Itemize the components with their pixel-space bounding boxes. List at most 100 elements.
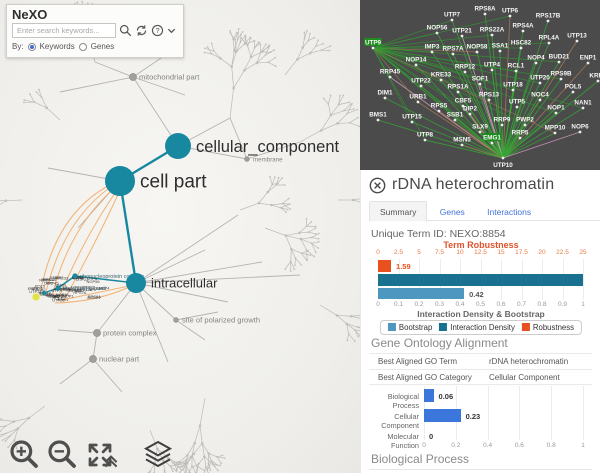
gene-label[interactable]: SOF1 — [472, 76, 489, 83]
gene-node[interactable] — [498, 49, 502, 53]
reset-icon[interactable] — [135, 24, 148, 37]
gene-label[interactable]: NOP56 — [427, 25, 448, 32]
gene-label[interactable]: HSC82 — [511, 40, 532, 47]
gene-node[interactable] — [571, 90, 575, 94]
gene-node[interactable] — [553, 131, 557, 135]
gene-label[interactable]: UTP21 — [452, 28, 472, 35]
help-icon[interactable]: ? — [151, 24, 164, 37]
gene-node[interactable] — [575, 39, 579, 43]
gene-label[interactable]: RPS8A — [475, 6, 496, 13]
gene-label[interactable]: DIP2 — [463, 106, 477, 113]
gene-node[interactable] — [518, 136, 522, 140]
gene-node[interactable] — [371, 46, 375, 50]
gene-label[interactable]: DIM1 — [377, 90, 393, 97]
term-node[interactable] — [129, 73, 137, 81]
gene-label[interactable]: UTP6 — [502, 8, 519, 15]
gene-node[interactable] — [596, 79, 600, 83]
gene-node[interactable] — [388, 75, 392, 79]
gene-node[interactable] — [423, 138, 427, 142]
gene-node[interactable] — [416, 100, 420, 104]
gene-node[interactable] — [500, 123, 504, 127]
gene-node[interactable] — [461, 104, 465, 108]
gene-node[interactable] — [376, 118, 380, 122]
gene-label[interactable]: RPS5 — [431, 103, 448, 110]
gene-node[interactable] — [460, 34, 464, 38]
tab-interactions[interactable]: Interactions — [487, 207, 532, 217]
gene-label[interactable]: RPS9B — [551, 71, 572, 78]
gene-node[interactable] — [487, 98, 491, 102]
gene-node[interactable] — [538, 81, 542, 85]
gene-network-canvas[interactable]: UTP9 UTP7 RPS8A UTP6 RPS17B NOP56 UTP21 RPS22A R… — [360, 0, 600, 170]
gene-label[interactable]: RRP12 — [455, 64, 476, 71]
gene-label[interactable]: URB1 — [409, 94, 427, 101]
gene-node[interactable] — [534, 61, 538, 65]
gene-label[interactable]: RRP5 — [512, 130, 529, 137]
gene-label[interactable]: UTP8 — [417, 132, 434, 139]
gene-node[interactable] — [523, 123, 527, 127]
gene-node[interactable] — [586, 61, 590, 65]
gene-label[interactable]: UTP13 — [567, 33, 587, 40]
gene-label[interactable]: NOP4 — [527, 55, 545, 62]
gene-label[interactable]: NAN1 — [574, 100, 592, 107]
gene-node[interactable] — [581, 106, 585, 110]
gene-label[interactable]: NOP6 — [571, 124, 589, 131]
term-node[interactable] — [89, 355, 97, 363]
selected-term-node[interactable] — [105, 166, 135, 196]
gene-node[interactable] — [508, 14, 512, 18]
gene-node[interactable] — [501, 156, 505, 160]
gene-node[interactable] — [578, 130, 582, 134]
gene-label[interactable]: UTP10 — [493, 162, 513, 169]
gene-label[interactable]: RCL1 — [508, 63, 525, 70]
term-node[interactable] — [93, 329, 101, 337]
term-node[interactable] — [173, 317, 179, 323]
radio-keywords[interactable] — [27, 42, 36, 51]
tab-genes[interactable]: Genes — [439, 207, 465, 217]
layers-icon[interactable] — [142, 438, 174, 470]
gene-label[interactable]: UTP7 — [444, 12, 461, 19]
gene-label[interactable]: SSB1 — [447, 112, 464, 119]
gene-label[interactable]: UTP9 — [365, 40, 382, 47]
gene-label[interactable]: RPS17B — [536, 13, 561, 20]
gene-node[interactable] — [519, 46, 523, 50]
gene-label[interactable]: BUD21 — [549, 54, 570, 61]
selected-term-node[interactable] — [165, 133, 191, 159]
gene-node[interactable] — [554, 111, 558, 115]
gene-label[interactable]: NOP14 — [406, 57, 427, 64]
gene-node[interactable] — [538, 98, 542, 102]
gene-node[interactable] — [515, 105, 519, 109]
gene-label[interactable]: RRP9 — [494, 117, 511, 124]
gene-node[interactable] — [460, 143, 464, 147]
gene-label[interactable]: RPS7A — [443, 46, 464, 53]
gene-label[interactable]: RPS4A — [513, 23, 534, 30]
gene-node[interactable] — [463, 70, 467, 74]
gene-label[interactable]: RPS13 — [479, 92, 499, 99]
gene-node[interactable] — [490, 33, 494, 37]
gene-node[interactable] — [559, 77, 563, 81]
gene-label[interactable]: SSA1 — [492, 43, 509, 50]
zoom-in-icon[interactable] — [8, 438, 40, 470]
gene-label[interactable]: ENP1 — [580, 55, 597, 62]
gene-node[interactable] — [453, 118, 457, 122]
zoom-out-icon[interactable] — [46, 438, 78, 470]
close-icon[interactable] — [369, 177, 386, 194]
gene-label[interactable]: NOP1 — [547, 105, 565, 112]
gene-label[interactable]: RPL4A — [539, 35, 560, 42]
gene-node[interactable] — [475, 50, 479, 54]
gene-label[interactable]: PWP2 — [516, 117, 534, 124]
gene-node[interactable] — [483, 12, 487, 16]
gene-node[interactable] — [521, 29, 525, 33]
tab-summary[interactable]: Summary — [369, 201, 428, 222]
gene-node[interactable] — [451, 52, 455, 56]
gene-label[interactable]: RRP45 — [380, 69, 401, 76]
collapse-chevron-icon[interactable] — [167, 26, 176, 35]
selected-term-node[interactable] — [126, 273, 146, 293]
gene-label[interactable]: MPP10 — [545, 125, 566, 132]
gene-label[interactable]: UTP22 — [411, 78, 431, 85]
gene-node[interactable] — [468, 112, 472, 116]
gene-label[interactable]: NOP58 — [467, 44, 488, 51]
jump-icon[interactable] — [102, 452, 120, 470]
gene-label[interactable]: SLX9 — [472, 124, 488, 131]
gene-label[interactable]: NOC4 — [531, 92, 549, 99]
gene-label[interactable]: IMP3 — [425, 44, 440, 51]
gene-label[interactable]: UTP4 — [484, 62, 501, 69]
